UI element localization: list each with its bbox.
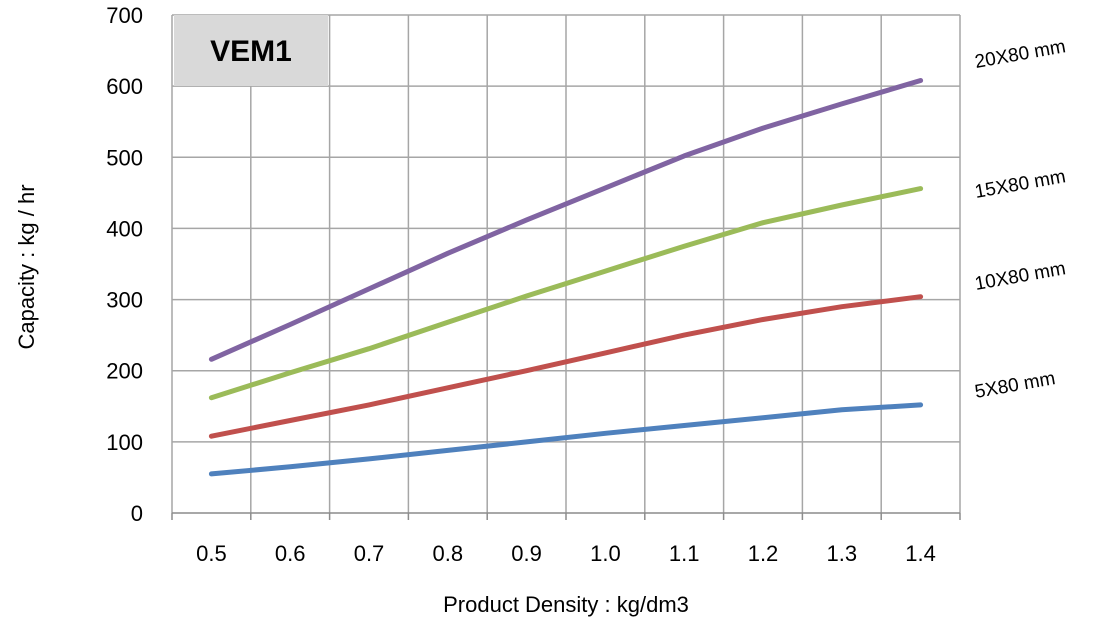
x-tick-label: 1.0 (590, 541, 621, 566)
series-lines (208, 78, 924, 477)
y-tick-label: 300 (106, 288, 143, 313)
chart-badge: VEM1 (174, 15, 328, 86)
x-tick-label: 0.5 (196, 541, 227, 566)
y-tick-label: 700 (106, 3, 143, 28)
series-label: 15X80 mm (973, 166, 1067, 203)
x-tick-label: 0.8 (433, 541, 464, 566)
badge-box (174, 15, 328, 86)
series-label: 10X80 mm (973, 258, 1067, 295)
series-label: 5X80 mm (973, 368, 1057, 403)
y-tick-label: 100 (106, 430, 143, 455)
x-tick-label: 0.6 (275, 541, 306, 566)
x-axis-title: Product Density : kg/dm3 (443, 592, 689, 617)
series-line-3 (208, 186, 924, 401)
badge-label: VEM1 (210, 35, 292, 68)
series-line-1 (208, 402, 924, 477)
y-tick-label: 0 (131, 501, 143, 526)
y-axis-title: Capacity : kg / hr (14, 184, 39, 349)
x-tick-label: 1.4 (905, 541, 936, 566)
x-tick-label: 0.7 (354, 541, 385, 566)
y-tick-label: 400 (106, 216, 143, 241)
series-line-4 (208, 78, 924, 362)
series-label: 20X80 mm (973, 36, 1067, 73)
y-tick-label: 200 (106, 359, 143, 384)
y-tick-label: 500 (106, 145, 143, 170)
axes: 0 100 200 300 400 500 600 700 0.5 0.6 0.7 0.8 0.9 1.0… (106, 3, 961, 566)
y-tick-label: 600 (106, 74, 143, 99)
series-labels: 5X80 mm 10X80 mm 15X80 mm 20X80 mm (973, 36, 1067, 403)
x-tick-label: 1.1 (669, 541, 700, 566)
series-line-2 (208, 294, 924, 439)
x-tick-label: 1.3 (827, 541, 858, 566)
x-tick-label: 1.2 (748, 541, 779, 566)
x-tick-label: 0.9 (511, 541, 542, 566)
